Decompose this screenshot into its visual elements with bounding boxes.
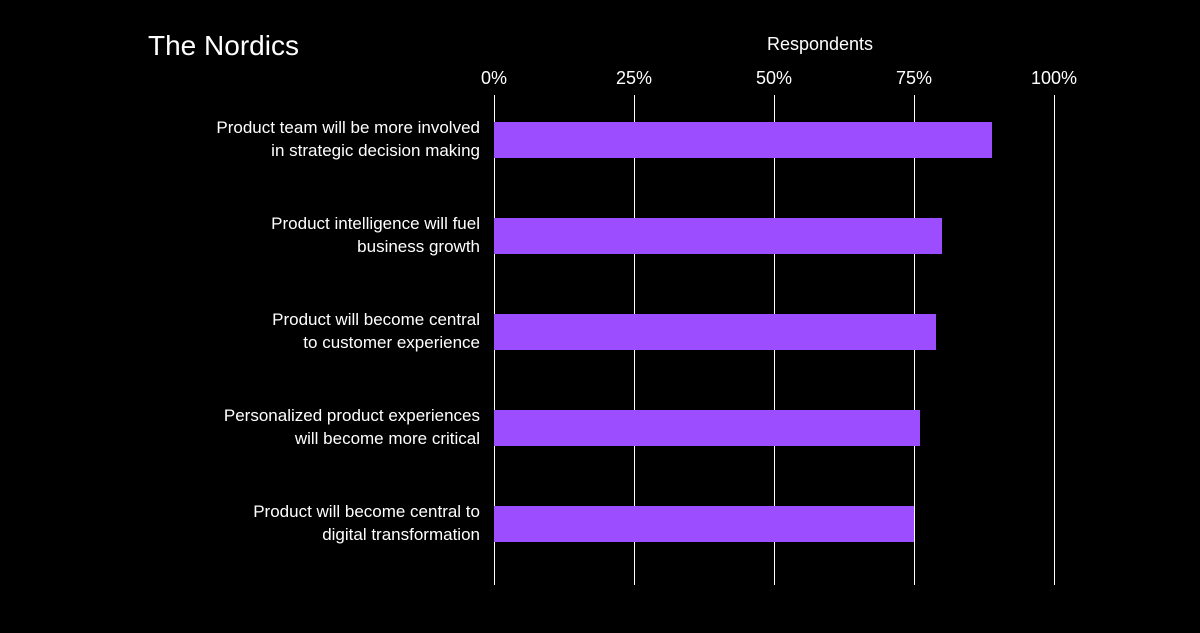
category-label: Product intelligence will fuelbusiness g…: [150, 213, 480, 259]
category-label: Personalized product experienceswill bec…: [150, 405, 480, 451]
chart-title: The Nordics: [148, 30, 299, 62]
bar: [494, 314, 936, 350]
category-label: Product will become central todigital tr…: [150, 501, 480, 547]
tick-label: 50%: [756, 68, 792, 89]
tick-label: 0%: [481, 68, 507, 89]
nordics-bar-chart: The Nordics Respondents 0%25%50%75%100% …: [0, 0, 1200, 633]
bar: [494, 410, 920, 446]
category-label: Product will become centralto customer e…: [150, 309, 480, 355]
tick-label: 75%: [896, 68, 932, 89]
bar: [494, 122, 992, 158]
gridline: [1054, 95, 1055, 585]
bar: [494, 506, 914, 542]
category-label: Product team will be more involvedin str…: [150, 117, 480, 163]
tick-label: 25%: [616, 68, 652, 89]
tick-label: 100%: [1031, 68, 1077, 89]
bar: [494, 218, 942, 254]
axis-title: Respondents: [720, 34, 920, 55]
